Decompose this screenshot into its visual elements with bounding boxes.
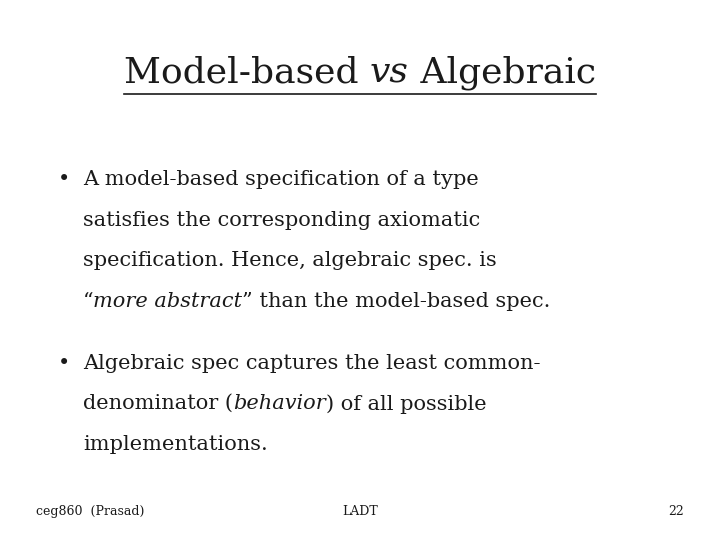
Text: implementations.: implementations. <box>83 435 268 454</box>
Text: vs: vs <box>370 56 409 90</box>
Text: LADT: LADT <box>342 505 378 518</box>
Text: specification. Hence, algebraic spec. is: specification. Hence, algebraic spec. is <box>83 251 497 270</box>
Text: 22: 22 <box>668 505 684 518</box>
Text: more abstract: more abstract <box>94 292 243 310</box>
Text: Model-based: Model-based <box>124 56 370 90</box>
Text: •: • <box>58 354 70 373</box>
Text: A model-based specification of a type: A model-based specification of a type <box>83 170 479 189</box>
Text: Algebraic spec captures the least common-: Algebraic spec captures the least common… <box>83 354 540 373</box>
Text: ) of all possible: ) of all possible <box>325 394 486 414</box>
Text: Algebraic: Algebraic <box>409 56 596 90</box>
Text: ” than the model-based spec.: ” than the model-based spec. <box>243 292 551 310</box>
Text: •: • <box>58 170 70 189</box>
Text: ceg860  (Prasad): ceg860 (Prasad) <box>36 505 145 518</box>
Text: behavior: behavior <box>233 394 325 413</box>
Text: “: “ <box>83 292 94 310</box>
Text: denominator (: denominator ( <box>83 394 233 413</box>
Text: satisfies the corresponding axiomatic: satisfies the corresponding axiomatic <box>83 211 480 229</box>
